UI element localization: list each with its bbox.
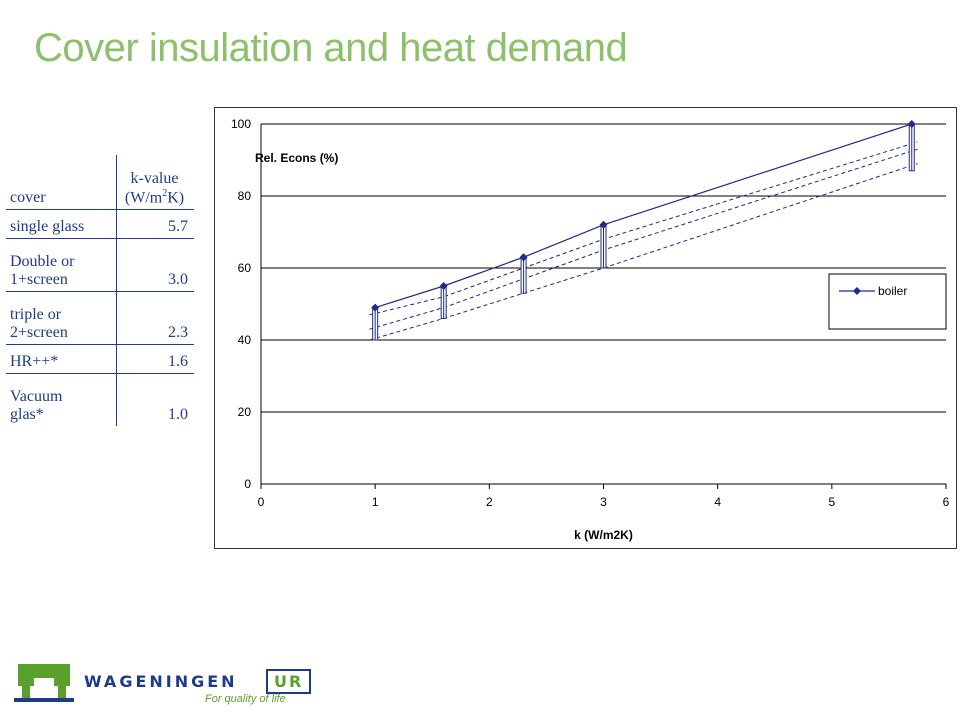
y-tick-label: 40 <box>238 333 252 347</box>
header-k-value: k-value (W/m2K) <box>117 155 195 210</box>
x-tick-label: 6 <box>943 495 950 509</box>
row-cover-line2: 1+screen <box>10 271 68 288</box>
legend-label: boiler <box>878 284 907 298</box>
x-tick-label: 0 <box>258 495 265 509</box>
legend-marker <box>853 287 861 295</box>
x-tick-label: 4 <box>714 495 721 509</box>
row-k: 2.3 <box>116 291 194 345</box>
table-row: single glass 5.7 <box>6 209 194 239</box>
header-k-unit-sup: 2 <box>162 187 168 199</box>
y-tick-label: 60 <box>238 261 252 275</box>
data-point <box>599 220 608 229</box>
data-point <box>439 282 448 290</box>
row-k: 3.0 <box>116 238 194 292</box>
table-header-row: cover k-value (W/m2K) <box>6 155 194 210</box>
line-chart: 0 20 40 60 80 100 0 1 2 3 4 5 6 Rel. Econs (%) k (W/m2… <box>231 117 950 542</box>
header-k-unit-pre: (W/m <box>124 189 163 206</box>
row-cover: triple or <box>10 306 62 323</box>
x-tick-label: 5 <box>828 495 835 509</box>
data-point <box>907 120 916 128</box>
x-tick-label: 2 <box>486 495 493 509</box>
row-cover: single glass <box>10 218 85 235</box>
row-cover: Double or <box>10 253 75 270</box>
table-row: Vacuum glas* 1.0 <box>6 373 194 426</box>
cover-k-value-table: cover k-value (W/m2K) single glass 5.7 D… <box>6 155 194 426</box>
wageningen-ur-logo: WAGENINGEN UR For quality of life <box>12 660 342 710</box>
logo-brand: WAGENINGEN <box>84 672 238 691</box>
logo-tagline: For quality of life <box>205 693 286 705</box>
y-axis-title: Rel. Econs (%) <box>255 151 338 165</box>
wageningen-logo-mark <box>14 662 74 702</box>
row-cover-line2: glas* <box>10 406 44 423</box>
row-k: 1.6 <box>116 344 194 374</box>
y-tick-label: 80 <box>238 189 252 203</box>
x-tick-label: 3 <box>600 495 607 509</box>
header-cover: cover <box>6 155 117 210</box>
row-cover: Vacuum <box>10 388 63 405</box>
chart-area: 0 20 40 60 80 100 0 1 2 3 4 5 6 Rel. Econs (%) k (W/m2… <box>214 107 957 549</box>
data-point <box>519 253 528 262</box>
x-axis-title: k (W/m2K) <box>574 528 633 542</box>
header-k-line1: k-value <box>130 169 179 187</box>
y-tick-label: 20 <box>238 405 252 419</box>
row-cover: HR++* <box>10 353 59 370</box>
logo-brand-box: UR <box>266 669 312 694</box>
y-tick-label: 100 <box>231 117 251 131</box>
legend <box>828 273 947 330</box>
header-k-unit-post: K) <box>167 189 185 206</box>
slide-title: Cover insulation and heat demand <box>34 26 628 70</box>
table-row: triple or 2+screen 2.3 <box>6 291 194 345</box>
table-row: Double or 1+screen 3.0 <box>6 238 194 292</box>
row-k: 5.7 <box>116 209 194 239</box>
y-tick-label: 0 <box>244 477 251 491</box>
x-tick-label: 1 <box>372 495 379 509</box>
row-k: 1.0 <box>116 373 194 426</box>
table-row: HR++* 1.6 <box>6 344 194 374</box>
data-point <box>371 303 380 312</box>
row-cover-line2: 2+screen <box>10 324 68 341</box>
